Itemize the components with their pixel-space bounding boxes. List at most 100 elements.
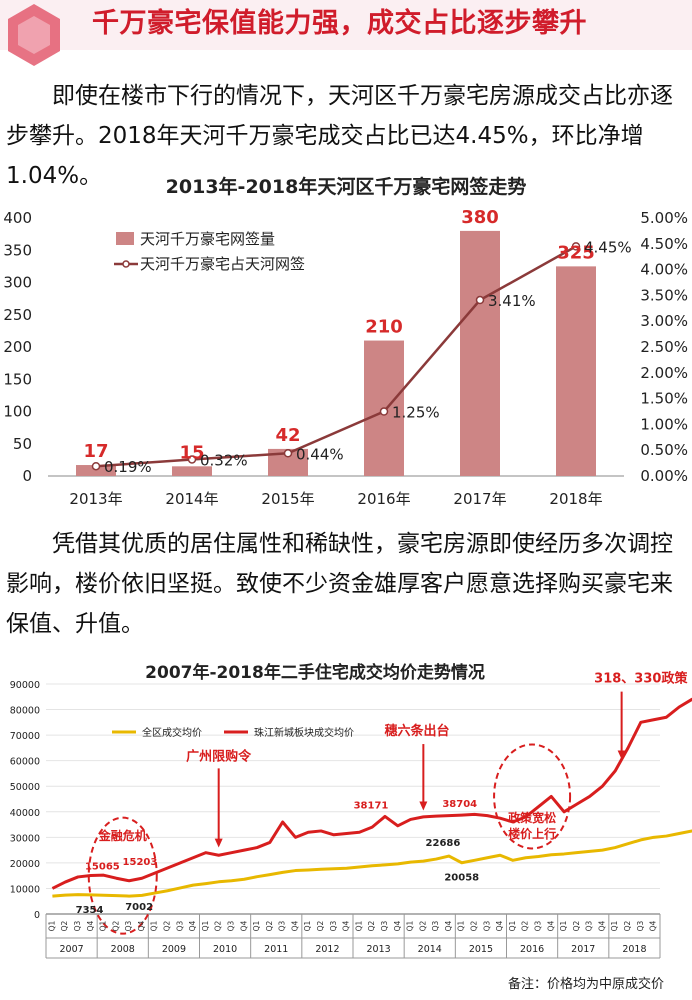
quarter-tick: Q3 — [482, 920, 491, 931]
chart2-axes — [45, 683, 661, 959]
price-data-label: 22686 — [426, 838, 461, 849]
chart1-bars — [76, 230, 596, 476]
year-tick: 2012 — [315, 944, 339, 955]
bar — [460, 230, 500, 476]
line-point — [571, 242, 581, 251]
quarter-tick: Q2 — [316, 920, 325, 931]
bar — [76, 465, 116, 476]
price-data-label: 38704 — [442, 799, 477, 810]
quarter-tick: Q4 — [188, 920, 197, 931]
y-tick: 80000 — [10, 706, 40, 717]
quarter-tick: Q3 — [431, 920, 440, 931]
line-value-label: 4.45% — [584, 238, 632, 256]
y-tick: 90000 — [10, 680, 40, 691]
quarter-tick: Q4 — [239, 920, 248, 931]
page-title: 千万豪宅保值能力强，成交占比逐步攀升 — [92, 8, 587, 39]
quarter-tick: Q2 — [470, 920, 479, 931]
legend-district-label: 全区成交均价 — [142, 726, 202, 739]
legend-line-label: 天河千万豪宅占天河网签 — [140, 255, 305, 273]
line-point — [379, 407, 389, 416]
quarter-tick: Q1 — [201, 920, 210, 931]
quarter-tick: Q1 — [252, 920, 261, 931]
y-tick: 50000 — [10, 782, 40, 793]
line-value-label: 0.44% — [296, 445, 344, 463]
quarter-tick: Q1 — [610, 920, 619, 931]
quarter-tick: Q1 — [508, 920, 517, 931]
quarter-tick: Q1 — [354, 920, 363, 931]
chart2-footnote: 备注：价格均为中原成交价 — [508, 976, 664, 992]
chart1-labels: 2013年-2018年天河区千万豪宅网签走势 0 50 100 150 200 250 300… — [3, 175, 688, 508]
bar-value-label: 15 — [179, 442, 204, 463]
second-text: 凭借其优质的居住属性和稀缺性，豪宅房源即使经历多次调控影响，楼价依旧坚挺。致使不… — [6, 531, 673, 637]
y-right-tick: 4.00% — [640, 261, 688, 279]
hexagon-logo-icon — [8, 4, 60, 66]
year-tick: 2017 — [571, 944, 595, 955]
y-right-tick: 1.00% — [640, 415, 688, 433]
y-tick: 30000 — [10, 833, 40, 844]
year-tick: 2014 — [418, 944, 442, 955]
y-tick: 0 — [34, 910, 40, 921]
quarter-tick: Q4 — [597, 920, 606, 931]
line-value-label: 3.41% — [488, 292, 536, 310]
chart1-line — [91, 242, 581, 471]
quarter-tick: Q3 — [329, 920, 338, 931]
quarter-tick: Q4 — [649, 920, 658, 931]
second-paragraph: 凭借其优质的居住属性和稀缺性，豪宅房源即使经历多次调控影响，楼价依旧坚挺。致使不… — [6, 524, 690, 644]
y-right-tick: 2.00% — [640, 364, 688, 382]
district-price-line — [52, 829, 692, 898]
bar-value-label: 325 — [557, 242, 595, 263]
y-right-tick: 3.50% — [640, 286, 688, 304]
quarter-tick: Q4 — [444, 920, 453, 931]
year-tick: 2010 — [213, 944, 237, 955]
quarter-tick: Q2 — [265, 920, 274, 931]
luxury-transactions-chart: 2013年-2018年天河区千万豪宅网签走势 0 50 100 150 200 250 300… — [3, 175, 688, 508]
policy-loosen-ellipse — [493, 743, 572, 850]
legend-bar-swatch — [116, 232, 134, 245]
y-left-tick: 200 — [3, 338, 32, 356]
quarter-tick: Q2 — [111, 920, 120, 931]
quarter-tick: Q3 — [380, 920, 389, 931]
y-left-tick: 350 — [3, 241, 32, 259]
quarter-tick: Q1 — [150, 920, 159, 931]
intro-paragraph: 即使在楼市下行的情况下，天河区千万豪宅房源成交占比亦逐步攀升。2018年天河千万… — [6, 76, 686, 196]
year-tick: 2018 — [622, 944, 646, 955]
y-tick: 70000 — [10, 731, 40, 742]
year-tick: 2009 — [162, 944, 186, 955]
annotation-sui-six: 穗六条出台 — [384, 723, 449, 739]
y-left-tick: 0 — [22, 467, 32, 485]
x-tick: 2014年 — [165, 490, 218, 508]
quarter-tick: Q3 — [278, 920, 287, 931]
line-point — [187, 455, 197, 464]
line-point — [91, 461, 101, 471]
line-value-label: 0.32% — [200, 451, 248, 469]
quarter-tick: Q2 — [572, 920, 581, 931]
quarter-tick: Q3 — [585, 920, 594, 931]
annotation-318-330: 318、330政策 — [594, 671, 688, 687]
quarter-tick: Q1 — [303, 920, 312, 931]
quarter-tick: Q1 — [99, 920, 108, 931]
y-right-tick: 1.50% — [640, 390, 688, 408]
sui-six-arrowhead — [419, 801, 428, 811]
year-tick: 2007 — [59, 944, 83, 955]
line-point — [475, 295, 485, 305]
annotation-financial-crisis: 金融危机 — [98, 828, 147, 843]
quarter-tick: Q1 — [47, 920, 56, 931]
purchase-limit-arrowhead — [214, 838, 223, 848]
y-right-tick: 5.00% — [640, 209, 688, 227]
price-data-label: 7002 — [125, 902, 153, 913]
chart2-lines — [51, 697, 692, 898]
quarter-tick: Q2 — [367, 920, 376, 931]
year-tick: 2016 — [520, 944, 544, 955]
chart2-labels: 2007年-2018年二手住宅成交均价走势情况 0 10000 20000 30000 4… — [10, 662, 664, 992]
x-tick: 2015年 — [261, 490, 314, 508]
year-tick: 2008 — [111, 944, 135, 955]
y-left-tick: 300 — [3, 274, 32, 292]
price-data-label: 15203 — [123, 857, 158, 868]
financial-crisis-ellipse — [87, 816, 158, 935]
quarter-tick: Q2 — [163, 920, 172, 931]
header-bar: 千万豪宅保值能力强，成交占比逐步攀升 — [0, 0, 692, 66]
quarter-tick: Q3 — [124, 920, 133, 931]
y-right-tick: 4.50% — [640, 235, 688, 253]
quarter-tick: Q2 — [418, 920, 427, 931]
